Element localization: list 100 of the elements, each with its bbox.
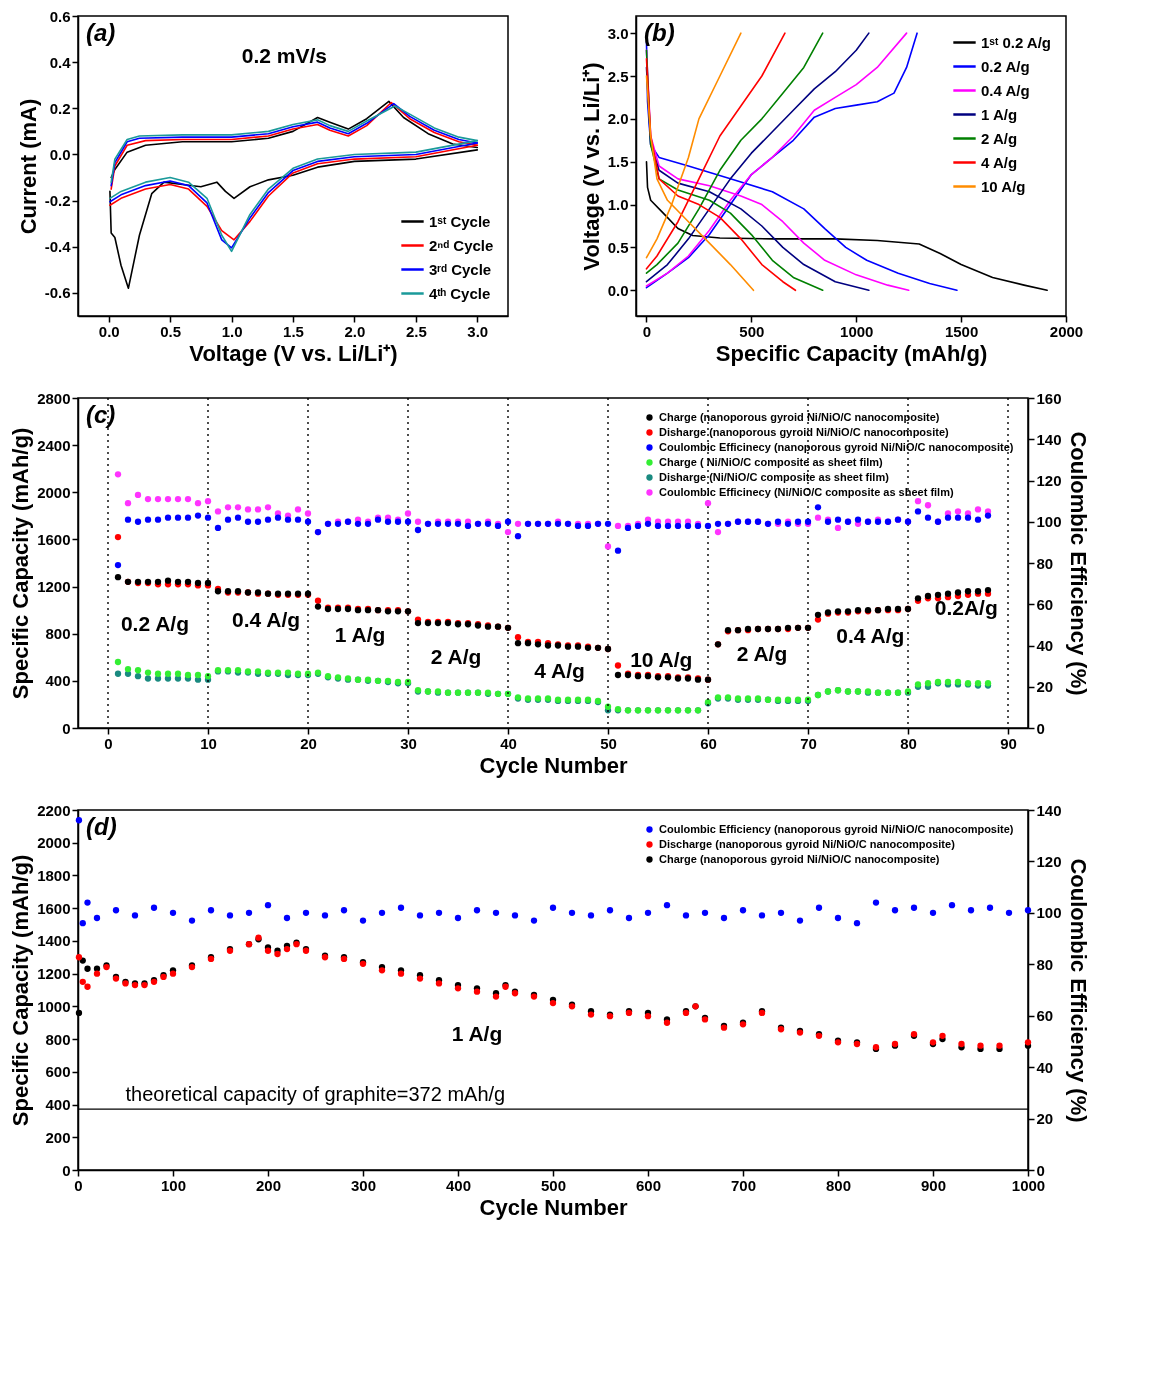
y-tick-label: 800 <box>45 625 71 643</box>
y2-tick-label: 20 <box>1036 1110 1054 1128</box>
y-tick-label: 800 <box>45 1030 71 1048</box>
legend-label: 1ˢᵗ 0.2 A/g <box>981 33 1052 51</box>
x-tick-label: 3.0 <box>467 322 489 340</box>
annotation: 2 A/g <box>430 645 482 669</box>
annotation: 0.4 A/g <box>836 624 905 648</box>
y-tick-label: 0.0 <box>49 145 71 163</box>
y-tick-label: 0.0 <box>607 281 629 299</box>
y-tick-label: 1.5 <box>607 153 629 171</box>
y2-tick-label: 140 <box>1036 801 1062 819</box>
legend-label: 4ᵗʰ Cycle <box>429 284 491 302</box>
y-axis-title: Specific Capacity (mAh/g) <box>8 427 34 700</box>
x-tick-label: 50 <box>600 734 617 752</box>
y2-tick-label: 80 <box>1036 955 1054 973</box>
x-tick-label: 0.0 <box>98 322 120 340</box>
y2-tick-label: 0 <box>1036 719 1045 737</box>
y-tick-label: 2.0 <box>607 110 629 128</box>
x-tick-label: 0 <box>642 322 652 340</box>
y-tick-label: 1000 <box>37 997 71 1015</box>
x-tick-label: 20 <box>300 734 317 752</box>
annotation: 4 A/g <box>534 658 585 682</box>
y2-tick-label: 40 <box>1036 1058 1054 1076</box>
y-tick-label: 0.2 <box>49 99 71 117</box>
legend-label: Discharge (nanoporous gyroid Ni/NiO/C nanocomposite) <box>659 837 956 850</box>
y2-tick-label: 100 <box>1036 904 1062 922</box>
x-tick-label: 80 <box>900 734 917 752</box>
y-tick-label: 1.0 <box>607 196 629 214</box>
y-tick-label: 0 <box>62 1161 71 1179</box>
y-tick-label: 3.0 <box>607 24 629 42</box>
y-tick-label: 0.5 <box>607 238 629 256</box>
x-tick-label: 0 <box>104 734 113 752</box>
y2-tick-label: 120 <box>1036 472 1062 489</box>
y-axis-title: Current (mA) <box>15 98 41 235</box>
y-tick-label: 2000 <box>37 483 71 501</box>
y-tick-label: 2800 <box>37 389 71 407</box>
annotation: 1 A/g <box>451 1022 503 1045</box>
y-tick-label: 2400 <box>37 436 71 454</box>
x-tick-label: 2000 <box>1049 322 1084 340</box>
y-tick-label: 400 <box>45 672 71 690</box>
y-tick-label: 0.4 <box>49 53 72 71</box>
legend-label: Coulombic Efficinecy (Ni/NiO/C composite as sheet film) <box>659 485 954 498</box>
x-tick-label: 90 <box>1000 734 1017 752</box>
y2-tick-label: 120 <box>1036 852 1062 870</box>
annotation: (c) <box>86 401 116 428</box>
y2-tick-label: 40 <box>1036 637 1054 654</box>
annotation: 0.2 mV/s <box>241 43 328 67</box>
x-tick-label: 1.5 <box>283 322 304 340</box>
y2-tick-label: 140 <box>1036 430 1062 448</box>
annotation: 2 A/g <box>736 641 788 665</box>
y-tick-label: 1200 <box>37 578 71 596</box>
y-tick-label: 2200 <box>37 801 71 819</box>
y-tick-label: 0.6 <box>49 7 71 25</box>
y-tick-label: 2000 <box>37 834 71 852</box>
x-tick-label: 1.0 <box>221 322 243 340</box>
x-tick-label: 900 <box>920 1176 947 1194</box>
annotation: 0.2A/g <box>934 596 998 620</box>
legend-label: 2 A/g <box>981 129 1018 147</box>
x-tick-label: 60 <box>700 734 717 752</box>
x-tick-label: 1500 <box>944 322 979 340</box>
annotation: (a) <box>86 19 116 46</box>
x-tick-label: 70 <box>800 734 817 752</box>
y-axis-title: Specific Capacity (mAh/g) <box>8 854 34 1127</box>
annotation: 1 A/g <box>334 622 386 646</box>
x-tick-label: 300 <box>350 1176 377 1194</box>
y-tick-label: 600 <box>45 1063 71 1081</box>
y2-tick-label: 60 <box>1036 1007 1054 1025</box>
legend-label: 0.2 A/g <box>981 57 1030 75</box>
y-tick-label: 1200 <box>37 965 71 983</box>
legend-label: Charge (nanoporous gyroid Ni/NiO/C nanocomposite) <box>659 410 940 423</box>
legend-label: Disharge (nanoporous gyroid Ni/NiO/C nanocomposite) <box>659 425 950 438</box>
x-tick-label: 800 <box>825 1176 852 1194</box>
y-tick-label: 0 <box>62 719 71 737</box>
y2-tick-label: 20 <box>1036 678 1054 696</box>
legend-label: Coulombic Efficiency (nanoporous gyroid Ni/NiO/C nanocomposite) <box>659 822 1014 835</box>
y-tick-label: -0.4 <box>44 238 72 256</box>
y-tick-label: 2.5 <box>607 67 629 85</box>
y2-tick-label: 0 <box>1036 1161 1045 1179</box>
legend-label: 1 A/g <box>981 105 1018 123</box>
x-tick-label: 400 <box>445 1176 472 1194</box>
x-tick-label: 2.5 <box>405 322 427 340</box>
x-tick-label: 1000 <box>840 322 874 340</box>
x-tick-label: 700 <box>730 1176 757 1194</box>
annotation: 0.4 A/g <box>232 607 301 631</box>
legend-label: 4 A/g <box>981 153 1018 171</box>
legend-label: Charge (nanoporous gyroid Ni/NiO/C nanocomposite) <box>659 852 940 865</box>
y-tick-label: 1400 <box>37 932 71 950</box>
y-tick-label: 1600 <box>37 530 71 548</box>
legend-label: 2ⁿᵈ Cycle <box>429 236 494 254</box>
x-tick-label: 40 <box>500 734 517 752</box>
y-tick-label: 400 <box>45 1096 71 1114</box>
legend-label: 1ˢᵗ Cycle <box>429 212 491 230</box>
y2-axis-title: Coulombic Efficiency (%) <box>1065 858 1091 1123</box>
legend-label: Disharge (Ni/NiO/C composite as sheet film) <box>659 470 890 483</box>
annotation: (d) <box>86 813 117 840</box>
x-tick-label: 0 <box>74 1176 83 1194</box>
x-tick-label: 10 <box>200 734 217 752</box>
y-tick-label: 1600 <box>37 899 71 917</box>
x-tick-label: 500 <box>540 1176 567 1194</box>
x-tick-label: 0.5 <box>160 322 182 340</box>
